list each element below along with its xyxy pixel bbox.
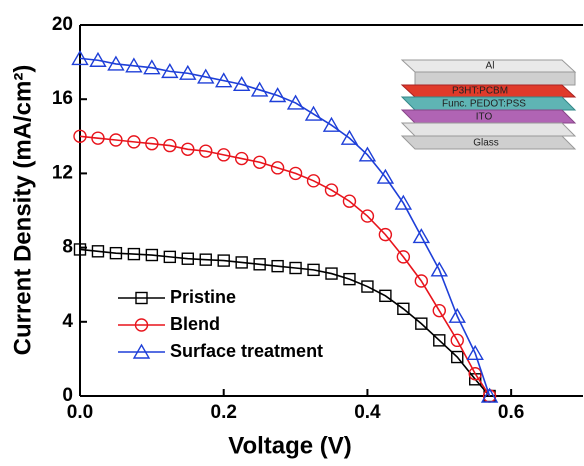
- marker: [322, 116, 341, 132]
- marker: [433, 334, 446, 347]
- marker: [361, 280, 374, 293]
- marker: [197, 68, 215, 84]
- inset-label: Func. PEDOT:PSS: [442, 99, 526, 110]
- marker: [342, 194, 357, 208]
- y-tick-label: 0: [62, 385, 73, 406]
- marker: [376, 168, 395, 184]
- x-tick-label: 0.0: [67, 402, 93, 423]
- marker: [235, 256, 248, 269]
- marker: [215, 72, 233, 88]
- marker: [252, 155, 267, 169]
- marker: [199, 144, 213, 158]
- marker: [414, 274, 429, 288]
- marker: [91, 131, 105, 145]
- marker: [163, 138, 177, 153]
- marker: [430, 261, 448, 277]
- marker: [432, 303, 446, 318]
- marker: [71, 49, 89, 66]
- inset-label: Glass: [473, 138, 499, 149]
- legend-label: Pristine: [170, 287, 236, 307]
- device-inset: Al P3HT:PCBM Func. PEDOT:PSS ITO Glass: [400, 59, 577, 150]
- marker: [340, 129, 359, 145]
- marker: [181, 142, 195, 156]
- x-axis-label: Voltage (V): [228, 432, 352, 459]
- marker: [232, 75, 251, 92]
- x-tick-label: 0.6: [498, 402, 524, 423]
- marker: [73, 129, 87, 144]
- marker: [107, 55, 125, 71]
- marker: [480, 387, 499, 403]
- marker: [379, 289, 392, 303]
- marker: [217, 254, 230, 267]
- marker: [307, 263, 320, 277]
- marker: [288, 166, 303, 181]
- marker: [289, 261, 302, 275]
- legend-marker: [132, 343, 151, 359]
- legend-label: Surface treatment: [170, 341, 323, 361]
- marker: [271, 259, 284, 273]
- marker: [127, 135, 141, 149]
- y-axis-label: Current Density (mA/cm²): [9, 65, 36, 356]
- marker: [179, 64, 197, 80]
- marker: [250, 81, 269, 97]
- x-tick-label: 0.4: [354, 402, 381, 423]
- y-tick-label: 20: [52, 14, 73, 35]
- marker: [450, 333, 464, 348]
- legend-marker: [135, 291, 148, 305]
- marker: [466, 344, 484, 361]
- marker: [73, 243, 87, 256]
- marker: [397, 302, 410, 316]
- y-tick-label: 12: [52, 162, 73, 183]
- legend-marker: [134, 318, 149, 332]
- marker: [181, 252, 194, 265]
- marker: [306, 174, 321, 188]
- marker: [234, 151, 249, 166]
- inset-label: ITO: [476, 112, 493, 123]
- marker: [145, 248, 159, 262]
- marker: [143, 59, 161, 75]
- marker: [109, 246, 123, 260]
- legend-label: Blend: [170, 314, 220, 334]
- marker: [448, 307, 466, 323]
- x-tick-label: 0.2: [211, 402, 237, 423]
- series-line: [79, 248, 491, 397]
- inset-label: Al: [486, 61, 495, 72]
- marker: [378, 227, 393, 242]
- marker: [109, 133, 123, 147]
- marker: [360, 209, 375, 223]
- marker: [415, 317, 428, 330]
- marker: [199, 253, 212, 266]
- marker: [412, 228, 431, 244]
- marker: [89, 51, 107, 67]
- marker: [163, 250, 177, 264]
- y-tick-label: 16: [52, 88, 73, 109]
- marker: [394, 194, 413, 210]
- marker: [325, 267, 338, 280]
- y-tick-label: 4: [62, 311, 73, 332]
- inset-label: P3HT:PCBM: [452, 86, 508, 97]
- marker: [145, 137, 159, 151]
- marker: [286, 94, 305, 110]
- marker: [324, 183, 339, 197]
- marker: [91, 245, 105, 258]
- marker: [217, 148, 231, 162]
- marker: [451, 350, 464, 364]
- marker: [127, 247, 141, 261]
- marker: [125, 57, 143, 73]
- marker: [468, 367, 482, 381]
- marker: [268, 87, 287, 103]
- marker: [343, 272, 356, 286]
- marker: [161, 62, 179, 79]
- marker: [253, 258, 266, 271]
- marker: [358, 146, 377, 162]
- marker: [304, 105, 323, 121]
- y-tick-label: 8: [62, 237, 73, 258]
- marker: [270, 161, 285, 175]
- marker: [396, 250, 411, 264]
